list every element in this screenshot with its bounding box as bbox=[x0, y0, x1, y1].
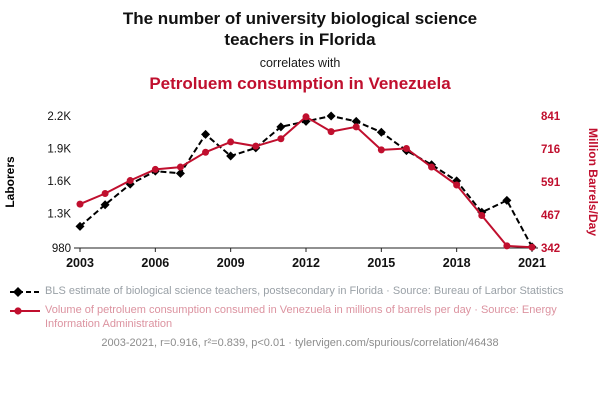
svg-text:2015: 2015 bbox=[367, 256, 395, 270]
svg-text:2012: 2012 bbox=[292, 256, 320, 270]
svg-text:2021: 2021 bbox=[518, 256, 546, 270]
svg-text:467: 467 bbox=[541, 209, 560, 221]
chart-svg: 2003 2006 2009 2012 2015 2018 2021 980 1.3K 1.6K 1… bbox=[3, 111, 600, 270]
svg-text:980: 980 bbox=[52, 243, 71, 255]
svg-text:Million Barrels/Day: Million Barrels/Day bbox=[586, 127, 600, 235]
legend-item-biology-teachers: BLS estimate of biological science teach… bbox=[10, 284, 590, 298]
svg-text:1.9K: 1.9K bbox=[47, 143, 71, 155]
svg-text:Laborers: Laborers bbox=[3, 156, 17, 208]
legend-label-biology-teachers: BLS estimate of biological science teach… bbox=[45, 284, 564, 297]
svg-text:342: 342 bbox=[541, 243, 560, 255]
svg-text:716: 716 bbox=[541, 144, 560, 156]
svg-text:1.6K: 1.6K bbox=[47, 175, 71, 187]
svg-text:591: 591 bbox=[541, 177, 561, 189]
svg-text:1.3K: 1.3K bbox=[47, 208, 71, 220]
svg-text:2009: 2009 bbox=[217, 256, 245, 270]
legend-label-petroleum: Volume of petroluem consumption consumed… bbox=[45, 303, 557, 331]
legend: BLS estimate of biological science teach… bbox=[10, 284, 590, 332]
black-dashed-diamond-marker-icon bbox=[10, 286, 40, 297]
svg-text:2003: 2003 bbox=[66, 256, 94, 270]
title-block: The number of university biological scie… bbox=[0, 8, 600, 94]
svg-text:841: 841 bbox=[541, 111, 561, 123]
svg-text:2.2K: 2.2K bbox=[47, 111, 71, 123]
correlates-with-label: correlates with bbox=[259, 55, 341, 70]
svg-text:2018: 2018 bbox=[443, 256, 471, 270]
red-line-circle-marker-icon bbox=[10, 307, 40, 315]
chart-title: The number of university biological scie… bbox=[122, 9, 478, 50]
footer-citation: 2003-2021, r=0.916, r²=0.839, p<0.01 · t… bbox=[101, 337, 499, 350]
svg-text:2006: 2006 bbox=[141, 256, 169, 270]
chart-subtitle: Petroluem consumption in Venezuela bbox=[149, 73, 451, 93]
legend-item-petroleum: Volume of petroluem consumption consumed… bbox=[10, 303, 590, 332]
